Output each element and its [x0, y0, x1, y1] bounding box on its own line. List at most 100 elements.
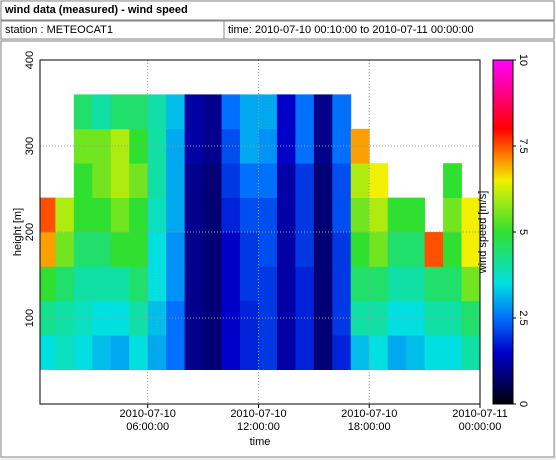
heat-cell — [350, 266, 370, 302]
heat-cell — [313, 266, 333, 302]
heat-cell — [40, 197, 56, 233]
heat-cell — [203, 94, 222, 130]
heat-cell — [350, 300, 370, 336]
heat-cell — [240, 197, 259, 233]
heat-cell — [240, 163, 259, 198]
heat-cell — [240, 300, 259, 336]
heat-cell — [184, 335, 204, 370]
heat-cell — [221, 335, 241, 370]
heat-cell — [443, 163, 462, 198]
y-axis-label: height [m] — [12, 208, 24, 256]
heat-cell — [221, 232, 241, 267]
heat-cell — [92, 232, 112, 267]
heat-cell — [184, 232, 204, 267]
heat-cell — [203, 232, 222, 267]
y-tick-label: 400 — [24, 51, 36, 69]
heat-cell — [295, 266, 315, 302]
heat-cell — [276, 232, 296, 267]
heat-cell — [110, 197, 130, 233]
y-tick-label: 200 — [24, 223, 36, 241]
y-tick-label: 300 — [24, 137, 36, 155]
heat-cell — [276, 94, 296, 130]
heat-cell — [424, 300, 444, 336]
heat-cell — [73, 163, 93, 198]
heat-cell — [147, 266, 167, 302]
heat-cell — [92, 266, 112, 302]
heat-cell — [166, 266, 186, 302]
heat-cell — [443, 197, 462, 233]
heat-cell — [129, 128, 149, 164]
heat-cell — [313, 232, 333, 267]
colorbar-tick-label: 0 — [517, 401, 529, 407]
station: station : METEOCAT1 — [5, 24, 113, 36]
heat-cell — [184, 197, 204, 233]
heat-cell — [313, 94, 333, 130]
heat-cell — [240, 232, 259, 267]
heat-cell — [92, 197, 112, 233]
heat-cell — [73, 128, 93, 164]
heat-cell — [73, 232, 93, 267]
heat-cell — [147, 197, 167, 233]
heat-cell — [461, 266, 481, 302]
heat-cell — [40, 300, 56, 336]
heat-cell — [406, 266, 426, 302]
heat-cell — [240, 266, 259, 302]
heat-cell — [55, 266, 75, 302]
heat-cell — [203, 197, 222, 233]
y-tick-label: 100 — [24, 309, 36, 327]
heat-cell — [73, 94, 93, 130]
heat-cell — [73, 197, 93, 233]
heat-cell — [258, 163, 278, 198]
heat-cell — [461, 300, 481, 336]
heat-cell — [369, 266, 389, 302]
heat-cell — [110, 266, 130, 302]
heat-cell — [387, 266, 407, 302]
heat-cell — [295, 197, 315, 233]
heat-cell — [350, 232, 370, 267]
heat-cell — [110, 163, 130, 198]
heat-cell — [92, 163, 112, 198]
x-tick-label: 2010-07-10 12:00:00 — [230, 408, 287, 433]
heat-cell — [332, 94, 352, 130]
heat-cell — [73, 266, 93, 302]
heat-cell — [387, 335, 407, 370]
heat-cell — [92, 128, 112, 164]
heat-cell — [332, 232, 352, 267]
heat-cell — [129, 266, 149, 302]
heat-cell — [147, 232, 167, 267]
heat-cell — [332, 163, 352, 198]
heat-cell — [332, 335, 352, 370]
heat-cell — [166, 163, 186, 198]
heat-cell — [203, 266, 222, 302]
heat-cell — [276, 335, 296, 370]
info-bar — [0, 20, 555, 40]
heat-cell — [221, 266, 241, 302]
heat-cell — [313, 300, 333, 336]
heat-cell — [369, 335, 389, 370]
period: time: 2010-07-10 00:10:00 to 2010-07-11 … — [228, 24, 474, 36]
heat-cell — [203, 335, 222, 370]
heat-cell — [369, 197, 389, 233]
heat-cell — [350, 128, 370, 164]
heat-cell — [258, 232, 278, 267]
heat-cell — [184, 163, 204, 198]
heat-cell — [369, 232, 389, 267]
heat-cell — [295, 335, 315, 370]
heat-cell — [332, 128, 352, 164]
heat-cell — [221, 197, 241, 233]
heat-cell — [55, 232, 75, 267]
x-tick-label: 2010-07-10 18:00:00 — [341, 408, 398, 433]
heat-cell — [203, 300, 222, 336]
heat-cell — [40, 232, 56, 267]
heat-cell — [110, 128, 130, 164]
heat-cell — [55, 197, 75, 233]
heat-cell — [92, 335, 112, 370]
heat-cell — [203, 128, 222, 164]
colorbar-tick-label: 2.5 — [517, 310, 529, 325]
heat-cell — [221, 128, 241, 164]
heat-cell — [369, 163, 389, 198]
colorbar-label: wind speed [m/s] — [477, 191, 489, 275]
heat-cell — [40, 266, 56, 302]
